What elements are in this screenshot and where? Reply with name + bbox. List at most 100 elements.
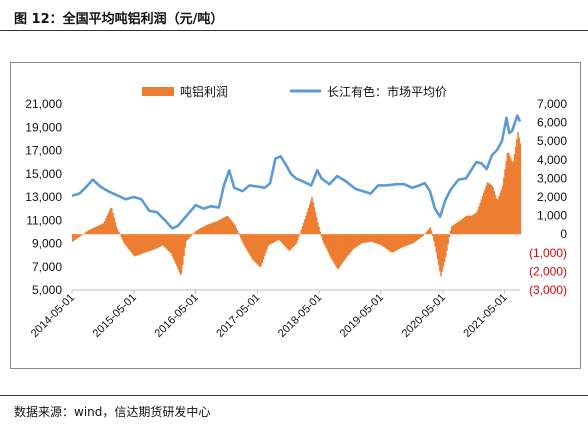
profit-bar	[137, 234, 139, 256]
price-line	[71, 114, 522, 230]
profit-bar	[415, 234, 417, 242]
profit-bar	[420, 234, 422, 238]
profit-bar	[298, 234, 300, 237]
profit-bar	[122, 234, 125, 243]
profit-bar	[273, 234, 275, 243]
profit-bar	[205, 224, 208, 235]
profit-bar	[499, 192, 502, 235]
profit-bar	[318, 226, 320, 235]
profit-bar	[254, 234, 256, 263]
profit-bar	[512, 161, 515, 235]
profit-bar	[192, 233, 195, 235]
profit-bar	[441, 234, 443, 272]
profit-bar	[411, 234, 414, 244]
y-left-tick-label: 5,000	[32, 283, 62, 297]
profit-bar	[112, 212, 114, 235]
profit-bar	[282, 234, 285, 245]
profit-bar	[465, 216, 467, 235]
profit-bar	[410, 234, 413, 244]
profit-bar	[164, 234, 166, 248]
profit-bar	[210, 223, 213, 235]
profit-bar	[111, 208, 113, 235]
profit-bar	[494, 194, 497, 235]
profit-bar	[191, 234, 194, 235]
profit-bar	[338, 234, 340, 268]
profit-bar	[509, 155, 511, 235]
profit-bar	[216, 221, 218, 235]
profit-bar	[166, 234, 169, 250]
profit-bar	[105, 218, 107, 235]
profit-bar	[266, 234, 268, 250]
profit-bar	[497, 199, 499, 235]
profit-bar	[109, 207, 112, 235]
profit-bar	[145, 234, 147, 253]
profit-bar	[77, 234, 80, 238]
profit-bar	[518, 137, 520, 235]
profit-bar	[387, 234, 389, 250]
profit-bar	[209, 223, 211, 235]
profit-bar	[455, 223, 458, 235]
profit-bar	[247, 234, 249, 252]
profit-bar	[317, 222, 319, 235]
profit-bar	[127, 234, 130, 249]
profit-bar	[88, 229, 91, 235]
profit-bar	[278, 234, 280, 240]
profit-bar	[319, 231, 321, 235]
profit-bar	[177, 234, 179, 270]
profit-bar	[148, 234, 151, 252]
profit-bar	[448, 234, 451, 238]
profit-bar	[75, 234, 78, 240]
profit-bar	[86, 231, 88, 235]
x-axis-ticks: 2014-05-01 2015-05-01 2016-05-01 2017-05-01…	[29, 290, 510, 340]
profit-bar	[428, 228, 430, 235]
profit-bar	[516, 139, 518, 235]
profit-bar	[143, 234, 145, 254]
profit-bar	[243, 234, 246, 246]
profit-bar	[501, 185, 504, 235]
legend-bar-swatch	[142, 87, 174, 96]
profit-bar	[159, 234, 162, 247]
profit-bar	[106, 215, 108, 235]
profit-bar	[188, 234, 190, 239]
profit-bar	[101, 223, 104, 235]
profit-bar	[461, 218, 464, 235]
profit-bar	[167, 234, 170, 251]
y-left-tick-label: 17,000	[25, 144, 62, 158]
profit-bar	[260, 234, 262, 267]
profit-bar	[100, 224, 102, 235]
profit-bar	[196, 230, 198, 235]
profit-bar	[439, 234, 441, 272]
profit-bar	[262, 234, 265, 260]
profit-bar	[326, 234, 329, 251]
profit-bar	[403, 234, 406, 247]
profit-bar	[288, 234, 291, 251]
profit-bar	[447, 234, 449, 245]
left-axis-ticks: 5,000 7,000 9,000 11,000 13,000 15,000 17,000 1…	[25, 97, 62, 297]
profit-bar	[364, 234, 366, 243]
profit-bar	[225, 216, 228, 235]
profit-bar	[120, 234, 123, 238]
profit-bar	[511, 161, 513, 235]
profit-bar	[81, 234, 83, 235]
profit-bar	[493, 191, 496, 235]
profit-bar	[252, 234, 254, 260]
profit-bar	[377, 234, 380, 245]
profit-bar	[80, 234, 82, 236]
profit-bar	[158, 234, 160, 248]
profit-bar	[134, 234, 137, 257]
profit-bar	[198, 228, 201, 235]
profit-bar	[391, 234, 394, 253]
profit-bar	[115, 226, 118, 235]
profit-bar	[382, 234, 384, 247]
profit-bar	[87, 230, 89, 235]
profit-bar	[333, 234, 336, 264]
profit-bar	[89, 229, 92, 235]
profit-bar	[384, 234, 387, 249]
profit-bar	[146, 234, 149, 252]
figure-title: 图 12：全国平均吨铝利润（元/吨）	[14, 12, 224, 27]
legend: 吨铝利润 长江有色：市场平均价	[142, 84, 447, 99]
profit-bar	[342, 234, 344, 263]
profit-bar	[504, 169, 506, 235]
profit-bar	[443, 234, 446, 262]
profit-bar	[162, 234, 164, 246]
